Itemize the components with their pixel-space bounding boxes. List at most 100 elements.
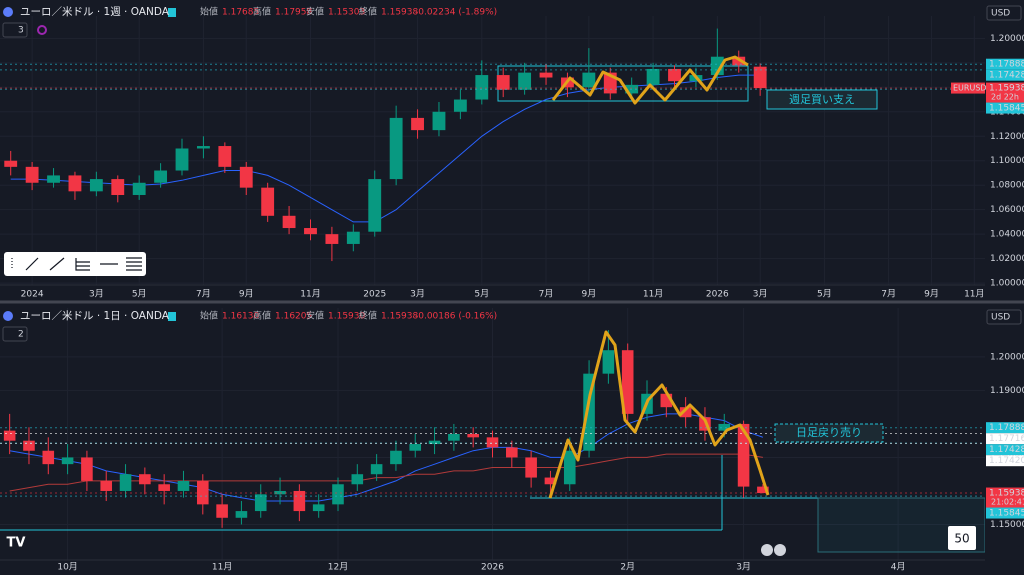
legend-value: 1.16205 <box>275 312 312 322</box>
tool-trendline[interactable] <box>25 257 39 271</box>
candle-body <box>737 423 750 487</box>
x-tick-label: 9月 <box>239 289 254 300</box>
candle-body <box>68 175 82 192</box>
price-label: 1.17428 <box>989 445 1024 455</box>
currency-box[interactable] <box>986 309 1022 325</box>
countdown: 21:02:41 <box>991 498 1024 507</box>
candle-body <box>602 350 615 374</box>
candle-body <box>718 423 731 431</box>
candle-body <box>61 457 74 465</box>
candle-body <box>506 447 518 458</box>
candle-body <box>668 68 681 82</box>
candle-body <box>351 474 364 485</box>
x-tick-label: 7月 <box>196 289 211 300</box>
flag-icon[interactable] <box>168 8 176 17</box>
candle-body <box>325 234 339 244</box>
candle-body <box>132 182 146 195</box>
indicator-toggle[interactable] <box>2 326 28 342</box>
candle-body <box>197 480 209 505</box>
badge[interactable] <box>948 526 976 550</box>
candle-body <box>261 187 275 216</box>
symbol-icon <box>3 7 13 17</box>
legend-value: 1.15938 <box>381 312 418 322</box>
price-label-bg <box>986 433 1024 445</box>
legend-value: 1.15938 <box>381 8 418 18</box>
x-tick-label: 11月 <box>300 289 320 300</box>
price-label-bg <box>986 507 1024 519</box>
tool-parallel[interactable] <box>126 257 142 271</box>
candle-body <box>563 450 576 485</box>
candle-body <box>453 99 467 112</box>
x-tick-label: 5月 <box>474 289 489 300</box>
candle-body <box>254 494 267 512</box>
y-tick-label: 1.08000 <box>990 181 1024 191</box>
x-tick-label: 2026 <box>706 290 729 300</box>
candle-body <box>679 407 692 418</box>
marks-layer <box>0 28 985 528</box>
candle-body <box>699 417 711 431</box>
candle-body <box>646 68 660 85</box>
candle-body <box>304 228 317 235</box>
y-tick-label: 1.19000 <box>990 386 1024 396</box>
candle-body <box>119 474 132 491</box>
candle-body <box>4 160 18 167</box>
y-tick-label: 1.20000 <box>990 352 1024 362</box>
indicator-toggle[interactable] <box>2 22 28 38</box>
candle-body <box>235 511 248 518</box>
candle-body <box>525 457 537 478</box>
toolbar-bg <box>4 252 146 276</box>
legend-name: 終値 <box>359 6 377 18</box>
event-icon[interactable] <box>761 544 773 556</box>
x-tick-label: 10月 <box>57 562 77 573</box>
currency-box[interactable] <box>986 5 1022 21</box>
moving-average <box>9 413 764 502</box>
candle-body <box>582 72 596 88</box>
candle-body <box>293 490 306 512</box>
flag-icon[interactable] <box>168 312 176 321</box>
x-tick-label: 3月 <box>736 562 751 573</box>
x-tick-label: 2024 <box>21 290 44 300</box>
candle-body <box>139 474 151 485</box>
x-tick-label: 2月 <box>620 562 635 573</box>
legend-name: 高値 <box>253 6 271 18</box>
price-label-bg <box>986 69 1024 81</box>
candle-body <box>518 72 532 90</box>
price-label-bg <box>986 82 1024 103</box>
candle-body <box>467 433 479 438</box>
annotation-box <box>774 423 884 443</box>
y-tick-label: 1.12000 <box>990 132 1024 142</box>
candle-body <box>753 66 767 89</box>
change: -0.02234 (-1.89%) <box>415 8 497 18</box>
x-tick-label: 11月 <box>212 562 232 573</box>
indicator-count: 3 <box>18 26 24 36</box>
price-label: 1.17420 <box>989 456 1024 466</box>
candle-body <box>81 457 93 481</box>
candle-body <box>332 484 344 505</box>
legend-name: 高値 <box>253 310 271 322</box>
indicator-icon <box>37 25 47 35</box>
tool-ray[interactable] <box>49 257 65 271</box>
candle-body <box>409 444 422 451</box>
y-tick-label: 1.00000 <box>990 279 1024 289</box>
event-icon[interactable] <box>774 544 786 556</box>
candle-body <box>239 166 253 188</box>
tool-fib[interactable] <box>75 258 90 271</box>
candle-body <box>100 480 113 491</box>
candle-body <box>496 75 510 90</box>
candle-body <box>23 440 35 451</box>
currency: USD <box>991 313 1010 323</box>
candle-body <box>47 175 60 183</box>
candle-body <box>428 440 441 445</box>
candle-body <box>432 111 446 131</box>
symbol-tag: EURUSD <box>953 84 987 93</box>
price-label: 1.17888 <box>989 60 1024 70</box>
candle-body <box>312 504 325 512</box>
price-label-bg <box>986 487 1024 508</box>
price-label-bg <box>986 444 1024 456</box>
x-tick-label: 7月 <box>881 289 896 300</box>
indicator-count: 2 <box>18 330 24 340</box>
candle-body <box>544 477 557 485</box>
legend-name: 終値 <box>359 310 377 322</box>
y-tick-label: 1.02000 <box>990 254 1024 264</box>
